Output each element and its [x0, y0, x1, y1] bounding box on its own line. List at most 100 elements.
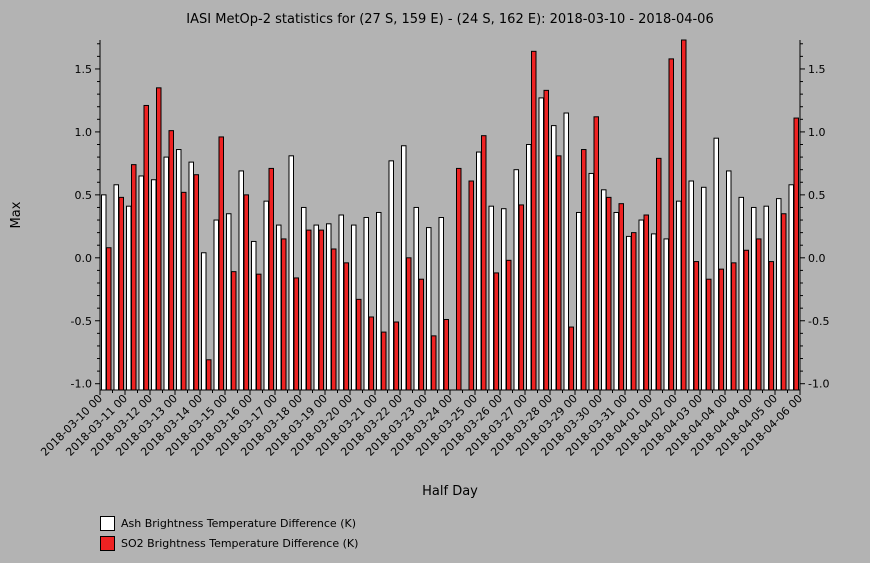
ash-bar: [588, 172, 594, 391]
y-tick-label-right: 1.0: [808, 126, 826, 139]
so2-bar: [368, 316, 374, 391]
so2-bar: [106, 247, 112, 391]
ash-bar: [351, 224, 357, 391]
y-tick-label-right: 0.0: [808, 252, 826, 265]
ash-bar: [763, 205, 769, 391]
legend-item-so2: SO2 Brightness Temperature Difference (K…: [100, 533, 358, 553]
ash-bar: [151, 179, 157, 391]
ash-bar: [688, 180, 694, 391]
so2-bar: [293, 277, 299, 391]
so2-bar: [443, 319, 449, 391]
so2-bar: [793, 117, 799, 391]
y-tick-label-right: -0.5: [808, 315, 829, 328]
y-tick-label-left: 1.5: [75, 63, 93, 76]
ash-bar: [276, 224, 282, 391]
ash-bar: [513, 169, 519, 391]
ash-bar: [188, 161, 194, 391]
ash-bar: [613, 211, 619, 391]
ash-bar: [538, 97, 544, 391]
so2-bar: [606, 196, 612, 391]
ash-bar: [126, 205, 132, 391]
legend-label-ash: Ash Brightness Temperature Difference (K…: [121, 516, 356, 530]
so2-bar: [468, 180, 474, 391]
ash-bar: [626, 235, 632, 391]
ash-bar: [563, 112, 569, 391]
so2-bar: [593, 116, 599, 391]
ash-bar: [501, 208, 507, 391]
so2-bar: [768, 261, 774, 391]
so2-bar: [556, 155, 562, 391]
legend-swatch-ash: [100, 515, 115, 531]
legend-label-so2: SO2 Brightness Temperature Difference (K…: [121, 536, 359, 550]
so2-bar: [681, 39, 687, 391]
ash-bar: [101, 194, 107, 391]
ash-bar: [776, 198, 782, 391]
so2-bar: [618, 203, 624, 391]
ash-bar: [713, 137, 719, 391]
ash-bar: [363, 217, 369, 391]
so2-bar: [756, 238, 762, 391]
so2-bar: [318, 229, 324, 391]
so2-bar: [743, 249, 749, 391]
ash-bar: [288, 155, 294, 391]
so2-bar: [731, 262, 737, 391]
so2-bar: [393, 321, 399, 391]
so2-bar: [431, 335, 437, 391]
so2-bar: [581, 149, 587, 391]
ash-bar: [263, 200, 269, 391]
ash-bar: [788, 184, 794, 391]
so2-bar: [381, 331, 387, 391]
so2-bar: [631, 232, 637, 391]
y-tick-label-left: 0.0: [75, 252, 93, 265]
ash-bar: [338, 214, 344, 391]
ash-bar: [663, 238, 669, 391]
ash-bar: [551, 125, 557, 391]
ash-bar: [251, 240, 257, 391]
y-tick-label-right: 0.5: [808, 189, 826, 202]
so2-bar: [206, 359, 212, 391]
y-tick-label-left: 1.0: [75, 126, 93, 139]
so2-bar: [306, 229, 312, 391]
ash-bar: [376, 211, 382, 391]
ash-bar: [488, 205, 494, 391]
ash-bar: [401, 145, 407, 391]
ash-bar: [413, 206, 419, 391]
bars-group: [101, 39, 799, 391]
ash-bar: [676, 200, 682, 391]
so2-bar: [418, 278, 424, 391]
ash-bar: [651, 233, 657, 391]
so2-bar: [143, 104, 149, 391]
ash-bar: [601, 189, 607, 391]
ash-bar: [138, 175, 144, 391]
y-tick-label-right: -1.0: [808, 378, 829, 391]
ash-bar: [726, 170, 732, 391]
chart-title: IASI MetOp-2 statistics for (27 S, 159 E…: [186, 12, 713, 27]
y-tick-label-left: 0.5: [75, 189, 93, 202]
so2-bar: [343, 262, 349, 391]
so2-bar: [493, 272, 499, 391]
ash-bar: [176, 149, 182, 391]
ash-bar: [113, 184, 119, 391]
ash-bar: [226, 213, 232, 391]
so2-bar: [268, 167, 274, 391]
so2-bar: [531, 50, 537, 391]
ash-bar: [701, 186, 707, 391]
so2-bar: [706, 278, 712, 391]
so2-bar: [643, 214, 649, 391]
so2-bar: [256, 273, 262, 391]
ash-bar: [313, 224, 319, 391]
so2-bar: [356, 298, 362, 391]
ash-bar: [576, 211, 582, 391]
so2-bar: [668, 58, 674, 391]
y-tick-label-left: -0.5: [71, 315, 92, 328]
so2-bar: [506, 259, 512, 391]
so2-bar: [243, 194, 249, 391]
so2-bar: [568, 326, 574, 391]
so2-bar: [156, 87, 162, 391]
so2-bar: [118, 196, 124, 391]
so2-bar: [518, 204, 524, 391]
so2-bar: [218, 136, 224, 391]
so2-bar: [168, 130, 174, 391]
so2-bar: [543, 89, 549, 391]
